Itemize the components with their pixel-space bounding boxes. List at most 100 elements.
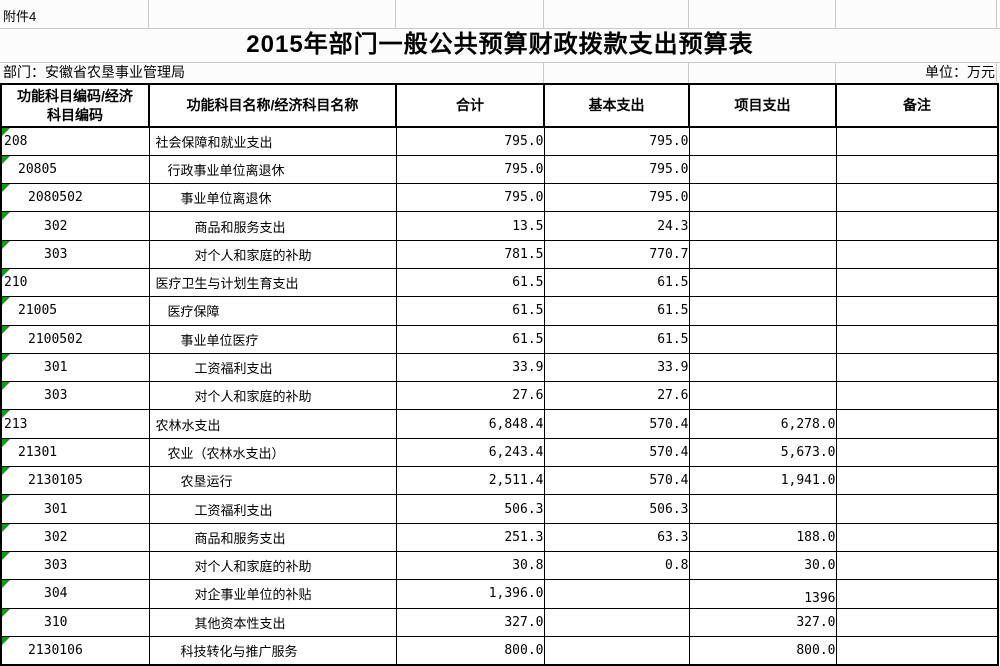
cell-code[interactable]: 301	[0, 494, 150, 524]
cell-basic[interactable]: 570.4	[543, 466, 690, 496]
cell-project[interactable]	[688, 381, 837, 411]
cell-note[interactable]	[835, 154, 999, 185]
cell-project[interactable]	[688, 239, 837, 269]
cell-basic[interactable]	[543, 635, 690, 666]
cell-total[interactable]: 2,511.4	[395, 466, 545, 496]
cell-total[interactable]: 27.6	[395, 381, 545, 411]
cell-project[interactable]	[688, 154, 837, 185]
cell-project[interactable]: 800.0	[688, 635, 837, 666]
cell-total[interactable]: 6,243.4	[395, 437, 545, 468]
cell-total[interactable]: 781.5	[395, 239, 545, 269]
cell-total[interactable]: 61.5	[395, 324, 545, 354]
cell-total[interactable]: 1,396.0	[395, 579, 545, 609]
cell-basic[interactable]: 0.8	[543, 550, 690, 581]
cell-note[interactable]	[835, 494, 999, 524]
cell-note[interactable]	[835, 239, 999, 269]
cell-project[interactable]: 5,673.0	[688, 437, 837, 468]
cell-note[interactable]	[835, 550, 999, 581]
cell-project[interactable]: 327.0	[688, 607, 837, 637]
cell-project[interactable]: 6,278.0	[688, 409, 837, 439]
cell-basic[interactable]: 570.4	[543, 437, 690, 468]
cell-name[interactable]: 对企事业单位的补贴	[148, 579, 397, 609]
cell-name[interactable]: 事业单位离退休	[148, 183, 397, 213]
cell-note[interactable]	[835, 296, 999, 326]
cell-project[interactable]	[688, 183, 837, 213]
cell-basic[interactable]	[543, 607, 690, 637]
cell-total[interactable]: 251.3	[395, 522, 545, 552]
cell-basic[interactable]: 63.3	[543, 522, 690, 552]
cell-total[interactable]: 795.0	[395, 126, 545, 156]
cell-basic[interactable]	[543, 579, 690, 609]
cell-code[interactable]: 21301	[0, 437, 150, 468]
cell-basic[interactable]: 61.5	[543, 324, 690, 354]
cell-name[interactable]: 科技转化与推广服务	[148, 635, 397, 666]
cell-basic[interactable]: 795.0	[543, 154, 690, 185]
cell-note[interactable]	[835, 352, 999, 383]
cell-basic[interactable]: 61.5	[543, 267, 690, 298]
cell-project[interactable]	[688, 126, 837, 156]
cell-note[interactable]	[835, 324, 999, 354]
cell-name[interactable]: 农业（农林水支出）	[148, 437, 397, 468]
cell-total[interactable]: 795.0	[395, 154, 545, 185]
cell-basic[interactable]: 24.3	[543, 211, 690, 241]
cell-name[interactable]: 商品和服务支出	[148, 211, 397, 241]
cell-total[interactable]: 327.0	[395, 607, 545, 637]
cell-code[interactable]: 303	[0, 381, 150, 411]
cell-code[interactable]: 2080502	[0, 183, 150, 213]
cell-note[interactable]	[835, 183, 999, 213]
cell-note[interactable]	[835, 466, 999, 496]
cell-total[interactable]: 795.0	[395, 183, 545, 213]
cell-basic[interactable]: 795.0	[543, 126, 690, 156]
cell-name[interactable]: 医疗卫生与计划生育支出	[148, 267, 397, 298]
cell-name[interactable]: 事业单位医疗	[148, 324, 397, 354]
cell-basic[interactable]: 33.9	[543, 352, 690, 383]
cell-name[interactable]: 对个人和家庭的补助	[148, 381, 397, 411]
cell-project[interactable]	[688, 211, 837, 241]
cell-name[interactable]: 行政事业单位离退休	[148, 154, 397, 185]
cell-code[interactable]: 20805	[0, 154, 150, 185]
cell-project[interactable]: 1396	[688, 579, 837, 609]
cell-project[interactable]: 30.0	[688, 550, 837, 581]
cell-total[interactable]: 800.0	[395, 635, 545, 666]
cell-basic[interactable]: 61.5	[543, 296, 690, 326]
cell-project[interactable]	[688, 494, 837, 524]
cell-code[interactable]: 213	[0, 409, 150, 439]
cell-code[interactable]: 310	[0, 607, 150, 637]
cell-code[interactable]: 303	[0, 550, 150, 581]
cell-code[interactable]: 2130105	[0, 466, 150, 496]
cell-name[interactable]: 对个人和家庭的补助	[148, 239, 397, 269]
cell-code[interactable]: 302	[0, 522, 150, 552]
cell-total[interactable]: 13.5	[395, 211, 545, 241]
cell-total[interactable]: 30.8	[395, 550, 545, 581]
cell-total[interactable]: 61.5	[395, 296, 545, 326]
cell-name[interactable]: 农垦运行	[148, 466, 397, 496]
cell-code[interactable]: 2130106	[0, 635, 150, 666]
cell-project[interactable]	[688, 296, 837, 326]
cell-code[interactable]: 210	[0, 267, 150, 298]
cell-name[interactable]: 其他资本性支出	[148, 607, 397, 637]
cell-basic[interactable]: 506.3	[543, 494, 690, 524]
cell-name[interactable]: 对个人和家庭的补助	[148, 550, 397, 581]
cell-code[interactable]: 304	[0, 579, 150, 609]
cell-code[interactable]: 2100502	[0, 324, 150, 354]
cell-name[interactable]: 社会保障和就业支出	[148, 126, 397, 156]
cell-total[interactable]: 6,848.4	[395, 409, 545, 439]
cell-note[interactable]	[835, 126, 999, 156]
cell-name[interactable]: 工资福利支出	[148, 494, 397, 524]
cell-code[interactable]: 303	[0, 239, 150, 269]
cell-code[interactable]: 301	[0, 352, 150, 383]
cell-note[interactable]	[835, 522, 999, 552]
cell-name[interactable]: 商品和服务支出	[148, 522, 397, 552]
cell-note[interactable]	[835, 607, 999, 637]
cell-name[interactable]: 农林水支出	[148, 409, 397, 439]
cell-name[interactable]: 医疗保障	[148, 296, 397, 326]
cell-basic[interactable]: 795.0	[543, 183, 690, 213]
cell-basic[interactable]: 770.7	[543, 239, 690, 269]
cell-note[interactable]	[835, 211, 999, 241]
cell-code[interactable]: 208	[0, 126, 150, 156]
cell-project[interactable]: 188.0	[688, 522, 837, 552]
cell-basic[interactable]: 570.4	[543, 409, 690, 439]
cell-total[interactable]: 61.5	[395, 267, 545, 298]
cell-project[interactable]	[688, 324, 837, 354]
cell-note[interactable]	[835, 381, 999, 411]
